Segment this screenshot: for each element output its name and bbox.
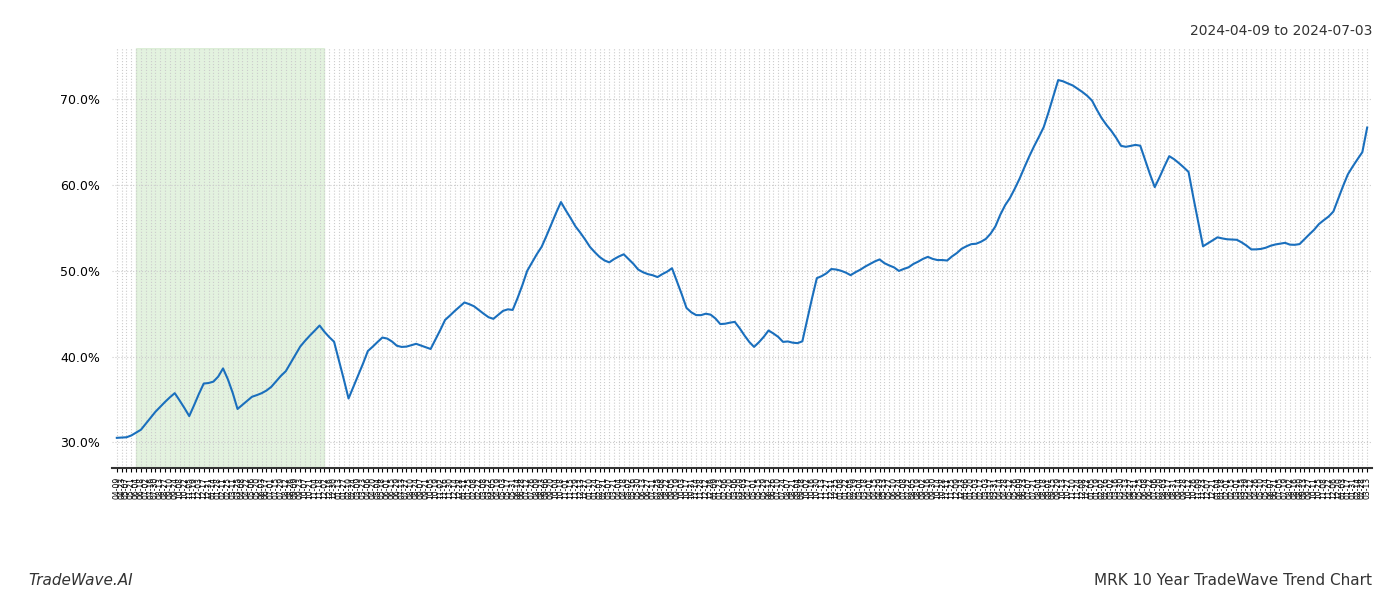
Text: MRK 10 Year TradeWave Trend Chart: MRK 10 Year TradeWave Trend Chart xyxy=(1093,573,1372,588)
Text: 2024-04-09 to 2024-07-03: 2024-04-09 to 2024-07-03 xyxy=(1190,24,1372,38)
Text: TradeWave.AI: TradeWave.AI xyxy=(28,573,133,588)
Bar xyxy=(136,48,325,468)
